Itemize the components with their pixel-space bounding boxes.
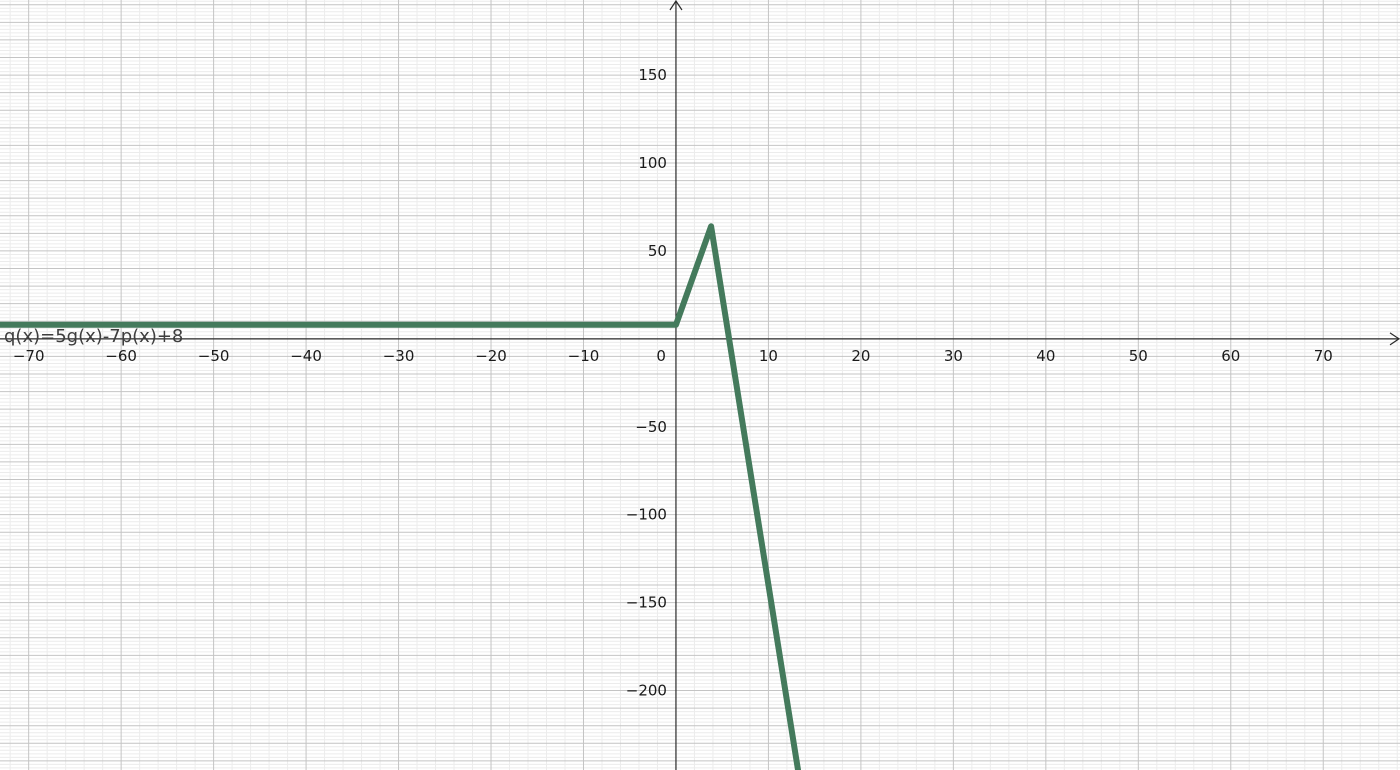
curve-label[interactable]: q(x)=5g(x)-7p(x)+8 [4,326,183,347]
x-tick-label: −20 [475,347,507,365]
x-tick-labels: −70 −60 −50 −40 −30 −20 −10 0 10 20 30 40 50 60 70 [13,347,1333,365]
y-tick-label: 150 [638,66,667,84]
series-line[interactable] [0,223,802,770]
y-tick-label: 100 [638,154,667,172]
x-tick-label: 70 [1314,347,1333,365]
x-tick-label: −30 [383,347,415,365]
x-tick-label: 0 [656,347,666,365]
y-tick-label: −200 [626,682,667,700]
series-layer [0,223,802,770]
x-tick-label: −70 [13,347,45,365]
x-tick-label: 40 [1036,347,1055,365]
y-tick-label: −50 [635,418,667,436]
x-tick-label: 30 [944,347,963,365]
x-tick-label: −60 [105,347,137,365]
x-tick-label: −50 [198,347,230,365]
y-axis-arrow-icon [669,0,683,11]
x-tick-label: −10 [568,347,600,365]
x-tick-label: 20 [851,347,870,365]
x-axis-arrow-icon [1389,332,1400,346]
y-tick-label: −100 [626,506,667,524]
y-tick-label: −150 [626,594,667,612]
y-tick-labels: −200 −150 −100 −50 50 100 150 [626,66,667,699]
x-tick-label: −40 [290,347,322,365]
x-tick-label: 60 [1221,347,1240,365]
x-tick-label: 10 [759,347,778,365]
y-tick-label: 50 [648,242,667,260]
x-tick-label: 50 [1129,347,1148,365]
